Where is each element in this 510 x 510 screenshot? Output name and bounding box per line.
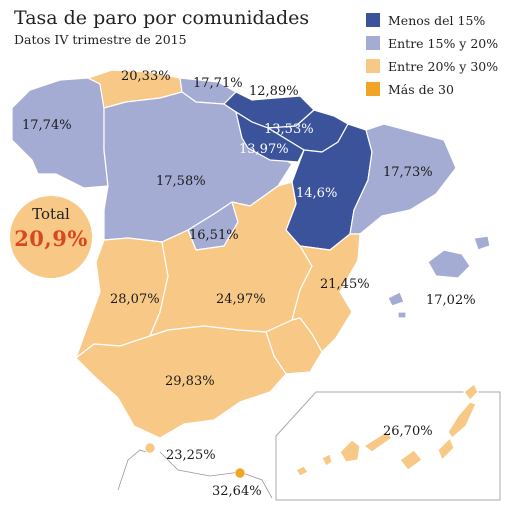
- value-label-baleares: 17,02%: [426, 293, 476, 308]
- legend-item-20-30: Entre 20% y 30%: [366, 57, 498, 75]
- value-label-melilla: 32,64%: [212, 484, 262, 499]
- legend-label: Entre 20% y 30%: [388, 58, 499, 74]
- region-canarias-island[interactable]: [295, 465, 309, 477]
- region-baleares-menorca[interactable]: [473, 235, 491, 251]
- value-label-ceuta: 23,25%: [166, 448, 216, 463]
- value-label-castilla-la-mancha: 24,97%: [216, 292, 266, 307]
- legend-swatch: [366, 36, 380, 50]
- region-cataluna[interactable]: [349, 123, 457, 235]
- region-valencia[interactable]: [291, 233, 361, 353]
- value-label-cataluna: 17,73%: [383, 165, 433, 180]
- legend-item-mas-30: Más de 30: [366, 80, 498, 98]
- value-label-aragon: 14,6%: [296, 186, 337, 201]
- region-andalucia[interactable]: [75, 325, 287, 439]
- region-la-rioja[interactable]: [235, 111, 305, 163]
- region-baleares-mallorca[interactable]: [427, 249, 471, 279]
- value-label-castilla-y-leon: 17,58%: [156, 174, 206, 189]
- region-ceuta[interactable]: [144, 442, 156, 454]
- value-label-extremadura: 28,07%: [110, 292, 160, 307]
- value-label-cantabria: 17,71%: [193, 76, 243, 91]
- legend-swatch: [366, 82, 380, 96]
- value-label-la-rioja: 13,97%: [239, 142, 289, 157]
- region-canarias-island[interactable]: [363, 431, 393, 453]
- map-title: Tasa de paro por comunidades: [14, 7, 310, 29]
- total-label: Total: [32, 205, 70, 223]
- value-label-pais-vasco: 12,89%: [249, 84, 299, 99]
- region-canarias-island[interactable]: [447, 401, 477, 439]
- legend-swatch: [366, 13, 380, 27]
- value-label-madrid: 16,51%: [189, 228, 239, 243]
- region-baleares-ibiza[interactable]: [387, 291, 405, 307]
- legend-label: Más de 30: [388, 81, 454, 97]
- africa-coast-line: [159, 451, 273, 499]
- legend-item-menos-15: Menos del 15%: [366, 11, 498, 29]
- value-label-asturias: 20,33%: [121, 69, 171, 84]
- legend-label: Entre 15% y 20%: [388, 35, 499, 51]
- value-label-valencia: 21,45%: [320, 277, 370, 292]
- africa-coast-line: [117, 449, 147, 491]
- region-canarias-island[interactable]: [437, 437, 455, 461]
- legend-label: Menos del 15%: [388, 12, 486, 28]
- value-label-andalucia: 29,83%: [165, 374, 215, 389]
- region-baleares-formentera[interactable]: [397, 311, 407, 319]
- region-canarias-island[interactable]: [339, 439, 361, 463]
- map-subtitle: Datos IV trimestre de 2015: [14, 32, 187, 47]
- value-label-canarias: 26,70%: [383, 424, 433, 439]
- canarias-inset-frame: [275, 391, 501, 501]
- region-melilla[interactable]: [234, 467, 246, 479]
- region-canarias-island[interactable]: [399, 449, 423, 471]
- legend-swatch: [366, 59, 380, 73]
- value-label-galicia: 17,74%: [22, 118, 72, 133]
- total-value: 20,9%: [14, 226, 88, 251]
- region-canarias-island[interactable]: [463, 383, 479, 401]
- legend-item-15-20: Entre 15% y 20%: [366, 34, 498, 52]
- region-galicia[interactable]: [11, 77, 109, 189]
- legend: Menos del 15% Entre 15% y 20% Entre 20% …: [366, 11, 498, 103]
- value-label-navarra: 13,53%: [264, 122, 314, 137]
- region-canarias-island[interactable]: [321, 453, 333, 467]
- total-badge: Total 20,9%: [10, 196, 92, 278]
